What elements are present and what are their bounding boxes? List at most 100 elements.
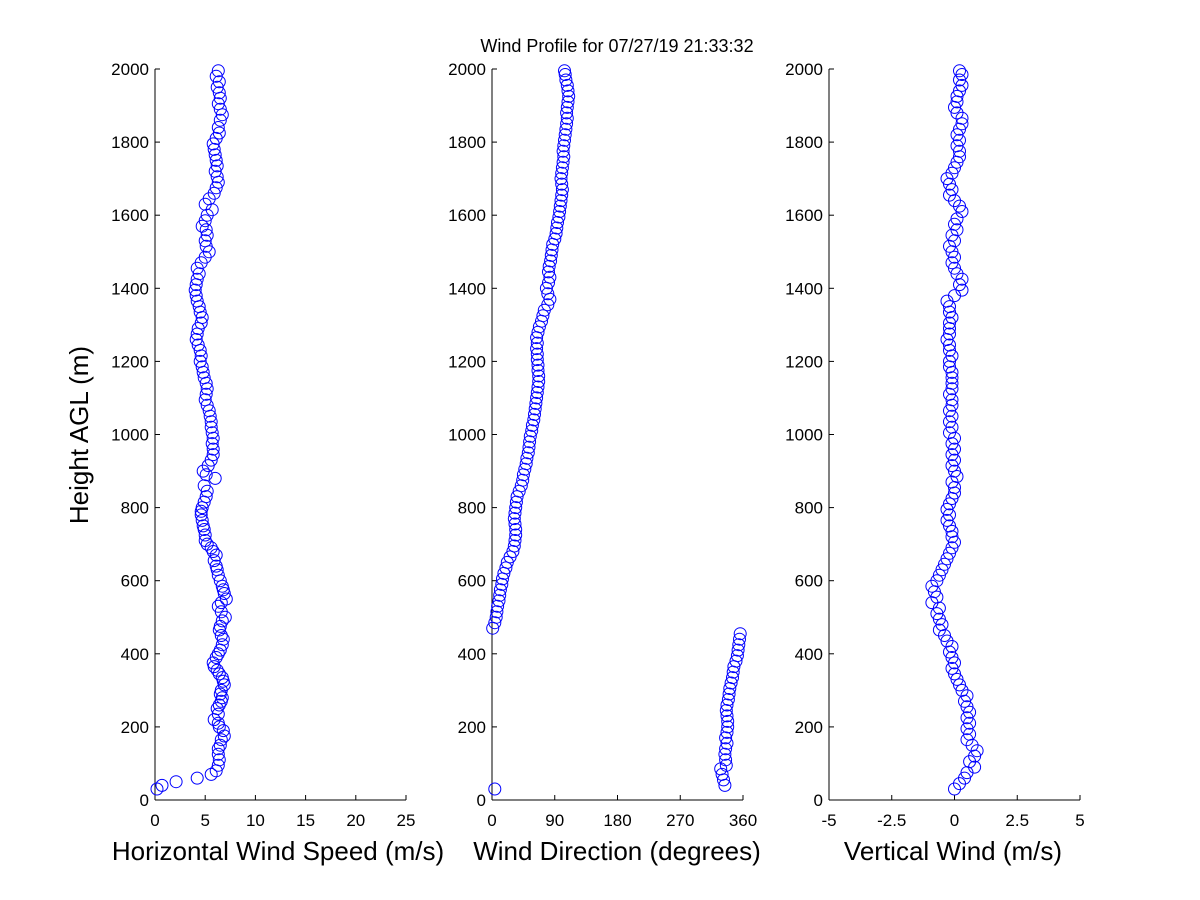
speed-data-point [211, 64, 225, 78]
speed-data-point [200, 537, 214, 551]
speed-data-point [190, 272, 204, 286]
direction-data-point [719, 753, 733, 767]
vertical-data-point [945, 183, 959, 197]
speed-data-point [208, 164, 222, 178]
direction-data-point [542, 276, 555, 290]
direction-data-point [509, 501, 523, 515]
speed-data-point [189, 333, 203, 346]
speed-data-point [190, 771, 204, 785]
speed-data-points [150, 64, 233, 796]
vertical-data-point [953, 84, 966, 98]
direction-data-point [721, 693, 735, 706]
vertical-y-tick-label: 0 [814, 791, 823, 810]
direction-data-point [556, 155, 570, 169]
direction-data-point [555, 188, 569, 202]
vertical-data-point [950, 139, 964, 153]
direction-y-tick-label: 0 [477, 791, 486, 810]
vertical-x-tick-label: 2.5 [1005, 811, 1029, 830]
speed-data-point [207, 142, 221, 156]
speed-data-point [198, 528, 212, 542]
vertical-data-point [940, 502, 954, 516]
speed-data-point [169, 775, 183, 789]
direction-data-point [530, 347, 544, 361]
speed-data-point [211, 599, 225, 613]
speed-data-point [215, 691, 229, 705]
speed-data-point [198, 393, 212, 407]
speed-y-tick-label: 0 [140, 791, 149, 810]
vertical-data-point [958, 771, 971, 785]
direction-data-point [559, 73, 573, 87]
vertical-y-tick-label: 600 [795, 572, 823, 591]
speed-data-point [191, 338, 205, 352]
direction-data-point [531, 364, 545, 377]
speed-data-point [211, 747, 225, 761]
direction-data-point [729, 654, 743, 668]
direction-data-point [514, 479, 528, 493]
vertical-data-point [948, 782, 961, 796]
direction-y-tick-label: 1200 [448, 352, 486, 371]
vertical-x-tick-label: -5 [821, 811, 836, 830]
speed-data-point [204, 420, 218, 434]
vertical-data-point [930, 574, 944, 588]
direction-data-point [525, 424, 539, 438]
direction-y-tick-label: 600 [458, 572, 486, 591]
direction-data-point [555, 161, 569, 175]
direction-data-point [557, 150, 571, 164]
direction-data-point [733, 632, 746, 646]
direction-data-point [733, 627, 747, 641]
direction-data-point [529, 396, 543, 410]
direction-data-point [560, 100, 574, 114]
direction-data-point [530, 391, 544, 405]
speed-data-point [209, 548, 223, 562]
speed-data-point [206, 431, 220, 445]
speed-data-point [211, 121, 225, 134]
direction-data-points [486, 64, 747, 796]
speed-data-point [194, 316, 208, 330]
vertical-y-tick-label: 1800 [785, 133, 823, 152]
direction-data-point [555, 177, 569, 191]
direction-data-point [719, 704, 733, 717]
vertical-data-point [945, 661, 959, 675]
speed-data-point [195, 360, 209, 374]
vertical-data-point [940, 634, 954, 648]
vertical-data-point [953, 678, 966, 692]
speed-data-point [211, 742, 225, 756]
direction-data-point [507, 512, 521, 526]
speed-y-tick-label: 1600 [111, 206, 149, 225]
vertical-data-point [943, 177, 956, 191]
speed-data-point [213, 113, 227, 127]
direction-data-point [721, 714, 735, 728]
speed-x-tick-label: 10 [246, 811, 265, 830]
speed-data-point [211, 716, 225, 730]
direction-data-point [488, 782, 502, 796]
speed-data-point [207, 554, 221, 568]
speed-data-point [198, 234, 212, 248]
direction-data-point [532, 369, 546, 383]
vertical-data-point [945, 376, 959, 390]
direction-data-point [558, 64, 571, 78]
speed-data-point [199, 239, 213, 253]
speed-x-tick-label: 15 [296, 811, 315, 830]
direction-data-point [493, 583, 507, 597]
vertical-data-point [943, 188, 956, 202]
direction-data-point [520, 451, 534, 465]
vertical-data-points [925, 64, 984, 796]
direction-data-point [562, 89, 576, 103]
speed-data-point [199, 490, 213, 504]
direction-data-point [541, 298, 555, 312]
vertical-data-point [948, 161, 961, 175]
speed-data-point [210, 702, 224, 716]
vertical-data-point [940, 172, 954, 186]
direction-data-point [508, 517, 522, 531]
vertical-data-point [945, 371, 959, 385]
vertical-data-point [948, 535, 961, 549]
speed-data-point [215, 638, 229, 652]
speed-data-point [155, 778, 169, 792]
direction-data-point [488, 616, 502, 630]
speed-data-point [199, 223, 213, 237]
speed-x-tick-label: 5 [200, 811, 209, 830]
speed-data-point [209, 181, 223, 195]
direction-data-point [528, 402, 542, 416]
vertical-data-point [932, 612, 946, 626]
vertical-data-point [953, 64, 966, 78]
